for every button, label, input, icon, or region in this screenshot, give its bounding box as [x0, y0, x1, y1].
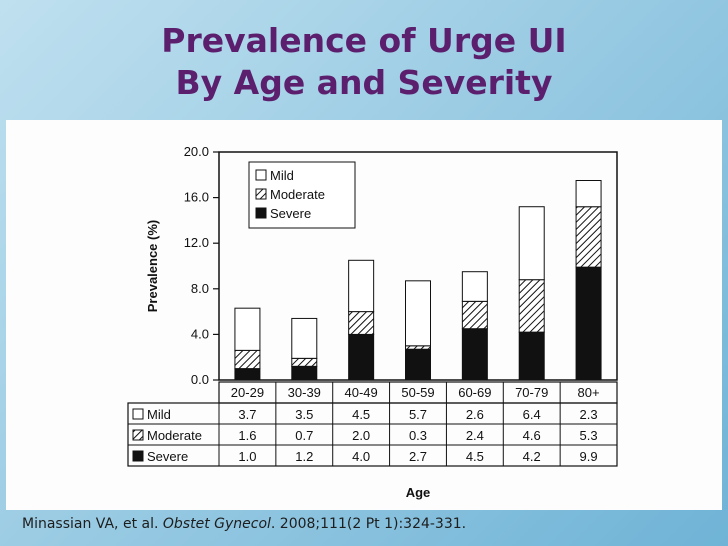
bar-severe-20-29	[234, 368, 261, 381]
table-row-label: Mild	[147, 407, 171, 422]
y-tick-label: 0.0	[191, 372, 209, 387]
x-tick-label: 40-49	[345, 385, 378, 400]
legend-swatch-moderate	[255, 188, 267, 200]
x-tick-label: 20-29	[231, 385, 264, 400]
stacked-bar-chart: 0.0 4.0 8.0 12.0 16.0 20.0 Prevalence (%) Mild M…	[127, 144, 618, 500]
y-axis-label: Prevalence (%)	[145, 220, 160, 313]
slide-title-line2: By Age and Severity	[175, 63, 553, 102]
bar-mild-40-49	[348, 259, 375, 313]
data-label: 4.6	[523, 428, 541, 443]
bar-severe-30-39	[291, 365, 318, 381]
data-label: 4.0	[352, 449, 370, 464]
bar-moderate-30-39	[291, 357, 318, 367]
data-label: 4.2	[523, 449, 541, 464]
bar-moderate-40-49	[348, 311, 375, 335]
bar-moderate-60-69	[461, 300, 488, 330]
bar-mild-70-79	[518, 206, 545, 281]
x-axis-label: Age	[406, 485, 431, 500]
bar-mild-80+	[575, 180, 602, 208]
y-tick-label: 20.0	[184, 144, 209, 159]
table-row-label: Severe	[147, 449, 188, 464]
x-tick-label: 30-39	[288, 385, 321, 400]
citation-journal: Obstet Gynecol	[162, 516, 271, 532]
data-label: 4.5	[352, 407, 370, 422]
y-tick-label: 16.0	[184, 190, 209, 205]
legend-label-moderate: Moderate	[270, 187, 325, 202]
bar-severe-60-69	[461, 328, 488, 381]
bar-moderate-70-79	[518, 279, 545, 333]
bar-mild-60-69	[461, 271, 488, 302]
y-tick-label: 8.0	[191, 281, 209, 296]
data-label: 2.3	[580, 407, 598, 422]
legend-label-severe: Severe	[270, 206, 311, 221]
legend-box	[248, 161, 356, 229]
bar-severe-70-79	[518, 331, 545, 381]
x-tick-label: 80+	[578, 385, 600, 400]
y-tick-label: 12.0	[184, 235, 209, 250]
data-label: 1.2	[295, 449, 313, 464]
citation-details: . 2008;111(2 Pt 1):324-331.	[270, 516, 467, 532]
data-label: 2.0	[352, 428, 370, 443]
data-label: 4.5	[466, 449, 484, 464]
x-tick-label: 70-79	[515, 385, 548, 400]
table-swatch-mild	[132, 408, 144, 420]
x-tick-label: 50-59	[401, 385, 434, 400]
data-label: 2.7	[409, 449, 427, 464]
citation: Minassian VA, et al. Obstet Gynecol. 200…	[22, 516, 466, 532]
bar-mild-30-39	[291, 317, 318, 359]
bar-moderate-50-59	[405, 345, 431, 350]
data-label: 2.6	[466, 407, 484, 422]
data-label: 0.7	[295, 428, 313, 443]
bar-severe-50-59	[405, 348, 431, 381]
data-label: 2.4	[466, 428, 484, 443]
bar-moderate-80+	[575, 206, 602, 268]
data-label: 5.3	[580, 428, 598, 443]
legend-swatch-mild	[255, 169, 267, 181]
figure-panel: 0.0 4.0 8.0 12.0 16.0 20.0 Prevalence (%) Mild M…	[6, 120, 722, 510]
slide-title: Prevalence of Urge UI By Age and Severit…	[0, 0, 728, 118]
table-swatch-moderate	[132, 429, 144, 441]
slide-title-line1: Prevalence of Urge UI	[161, 21, 567, 60]
bar-mild-20-29	[234, 307, 261, 351]
bar-severe-40-49	[348, 333, 375, 381]
data-label: 6.4	[523, 407, 541, 422]
data-label: 0.3	[409, 428, 427, 443]
citation-authors: Minassian VA, et al.	[22, 516, 163, 532]
legend-swatch-severe	[255, 207, 267, 219]
y-tick-label: 4.0	[191, 326, 209, 341]
data-label: 3.7	[238, 407, 256, 422]
data-label: 5.7	[409, 407, 427, 422]
table-row-label: Moderate	[147, 428, 202, 443]
data-label: 1.0	[238, 449, 256, 464]
bar-severe-80+	[575, 266, 602, 381]
legend-label-mild: Mild	[270, 168, 294, 183]
table-swatch-severe	[132, 450, 144, 462]
data-label: 3.5	[295, 407, 313, 422]
bar-moderate-20-29	[234, 349, 261, 370]
data-label: 1.6	[238, 428, 256, 443]
data-label: 9.9	[580, 449, 598, 464]
bar-mild-50-59	[405, 280, 431, 347]
x-tick-label: 60-69	[458, 385, 491, 400]
